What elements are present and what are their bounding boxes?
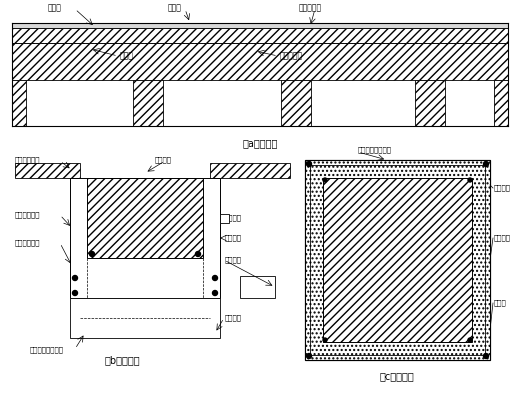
- Text: 工型钒筋: 工型钒筋: [225, 215, 242, 221]
- Text: 负弯矩钒筋: 负弯矩钒筋: [298, 4, 321, 12]
- Text: 新加截面: 新加截面: [494, 235, 511, 241]
- Text: 原混凝土板: 原混凝土板: [280, 51, 303, 60]
- Circle shape: [306, 162, 311, 166]
- Circle shape: [213, 291, 217, 295]
- Circle shape: [468, 178, 472, 182]
- Text: 新加架立钒筋: 新加架立钒筋: [15, 157, 41, 163]
- Text: 原梁截面: 原梁截面: [155, 157, 172, 163]
- Text: 新加纵向受力钒筋: 新加纵向受力钒筋: [30, 347, 64, 353]
- Text: 结合层: 结合层: [120, 51, 134, 60]
- Text: 原截面: 原截面: [494, 300, 507, 306]
- Bar: [12, 28, 508, 43]
- Circle shape: [323, 178, 327, 182]
- Circle shape: [323, 338, 327, 342]
- Text: 新加纵向受力钒筋: 新加纵向受力钒筋: [358, 147, 392, 153]
- Text: 新加架立钒筋: 新加架立钒筋: [15, 212, 41, 219]
- Bar: [70, 298, 220, 338]
- Text: 新加架立钒筋: 新加架立钒筋: [15, 240, 41, 246]
- Text: 钒筋网: 钒筋网: [48, 4, 62, 12]
- Bar: [220, 214, 229, 223]
- Bar: [12, 23, 508, 28]
- Circle shape: [306, 353, 311, 359]
- Text: 新加筐筋: 新加筐筋: [494, 185, 511, 191]
- Text: （b）加固梁: （b）加固梁: [104, 355, 140, 365]
- Circle shape: [468, 338, 472, 342]
- Circle shape: [196, 252, 201, 256]
- Text: 开口钒筋: 开口钒筋: [225, 235, 242, 241]
- Bar: [70, 178, 220, 298]
- Circle shape: [72, 291, 77, 295]
- Bar: [281, 80, 311, 126]
- Text: 增厚层: 增厚层: [168, 4, 182, 12]
- Circle shape: [89, 252, 95, 256]
- Circle shape: [484, 353, 488, 359]
- Text: （a）加固板: （a）加固板: [242, 138, 278, 148]
- Bar: [323, 178, 472, 342]
- Bar: [87, 178, 203, 258]
- Circle shape: [213, 275, 217, 281]
- Bar: [240, 276, 275, 298]
- Bar: [210, 163, 290, 178]
- Text: 新增断面: 新增断面: [225, 315, 242, 321]
- Text: 附加筐筋: 附加筐筋: [225, 257, 242, 263]
- Bar: [133, 80, 163, 126]
- Bar: [12, 80, 26, 126]
- Circle shape: [72, 275, 77, 281]
- Bar: [305, 160, 490, 360]
- Bar: [310, 165, 485, 355]
- Bar: [15, 163, 80, 178]
- Bar: [305, 160, 490, 360]
- Bar: [415, 80, 445, 126]
- Text: （c）加固柱: （c）加固柱: [380, 371, 414, 381]
- Circle shape: [484, 162, 488, 166]
- Bar: [494, 80, 508, 126]
- Bar: [12, 43, 508, 80]
